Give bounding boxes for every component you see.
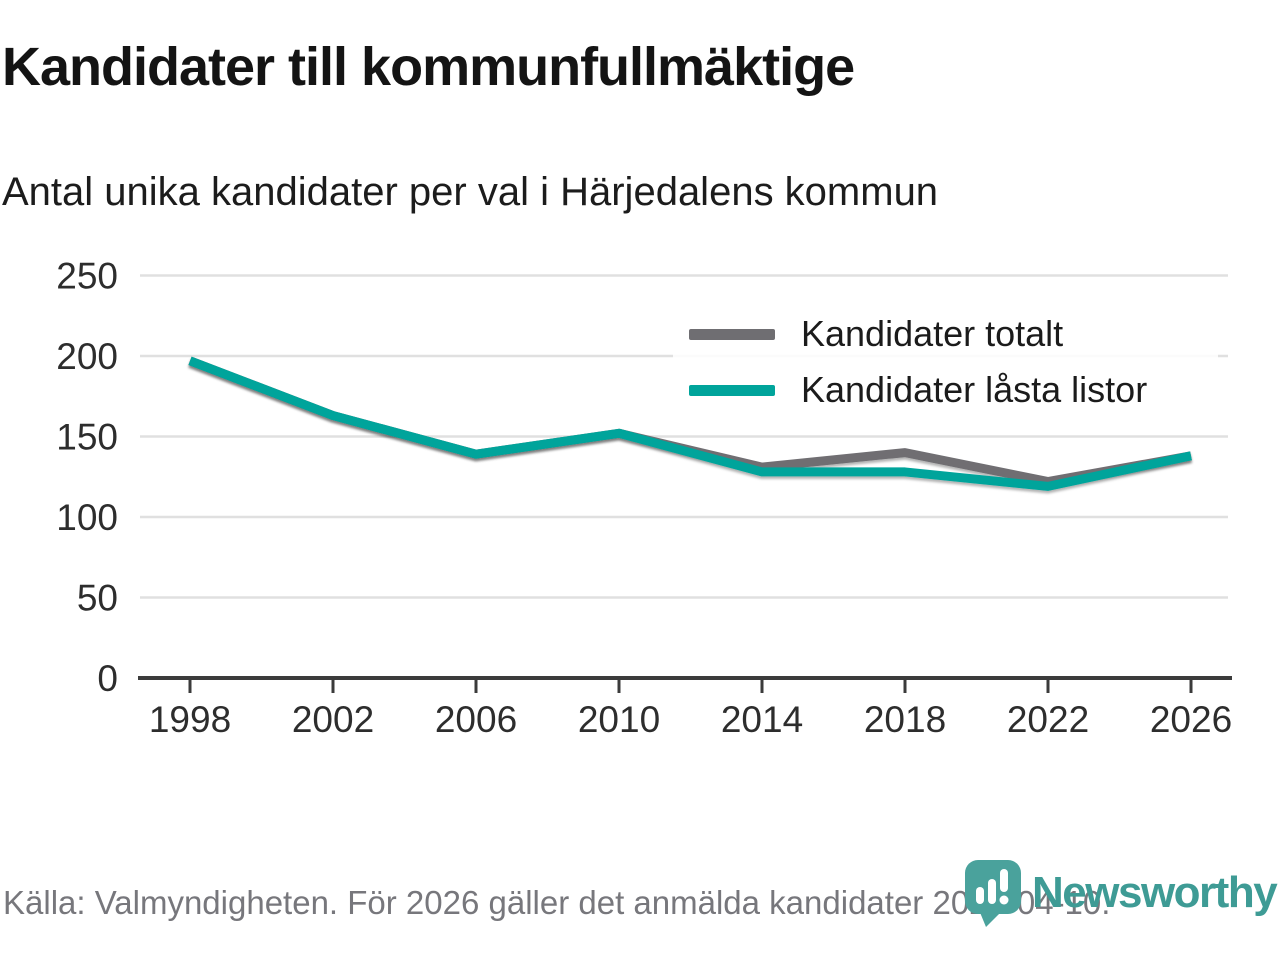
x-tick-label: 2018	[864, 699, 946, 740]
line-chart: 1998 2002 2006 2010 2014 2018 2022 2026 0 50 100 15…	[56, 256, 1232, 741]
legend-label-total: Kandidater totalt	[801, 313, 1064, 354]
x-tick-label: 2022	[1007, 699, 1089, 740]
legend-swatch-total	[689, 328, 775, 340]
x-tick-label: 2026	[1150, 699, 1232, 740]
newsworthy-speech-bubble-chart-icon	[965, 860, 1021, 927]
newsworthy-logo: Newsworthy	[962, 858, 1278, 928]
legend-swatch-locked-lists	[689, 384, 775, 396]
y-tick-label: 150	[56, 417, 118, 458]
y-tick-label: 50	[77, 578, 118, 619]
page-title: Kandidater till kommunfullmäktige	[2, 37, 855, 97]
x-tick-label: 2002	[292, 699, 374, 740]
newsworthy-wordmark: Newsworthy	[1032, 868, 1278, 917]
chart-subtitle: Antal unika kandidater per val i Härjeda…	[2, 170, 939, 214]
x-tick-label: 2010	[578, 699, 660, 740]
y-tick-label: 200	[56, 336, 118, 377]
legend-item-locked-lists: Kandidater låsta listor	[673, 362, 1218, 418]
y-tick-label: 250	[56, 256, 118, 297]
y-tick-label: 100	[56, 497, 118, 538]
series-line-1	[188, 356, 1192, 491]
legend-label-locked-lists: Kandidater låsta listor	[801, 369, 1148, 410]
chart-legend: Kandidater totalt Kandidater låsta listo…	[673, 300, 1218, 424]
legend-item-total: Kandidater totalt	[673, 306, 1218, 362]
x-tick-label: 1998	[149, 699, 231, 740]
source-note: Källa: Valmyndigheten. För 2026 gäller d…	[3, 884, 1111, 921]
x-tick-label: 2006	[435, 699, 517, 740]
x-tick-label: 2014	[721, 699, 803, 740]
y-tick-label: 0	[97, 658, 118, 699]
